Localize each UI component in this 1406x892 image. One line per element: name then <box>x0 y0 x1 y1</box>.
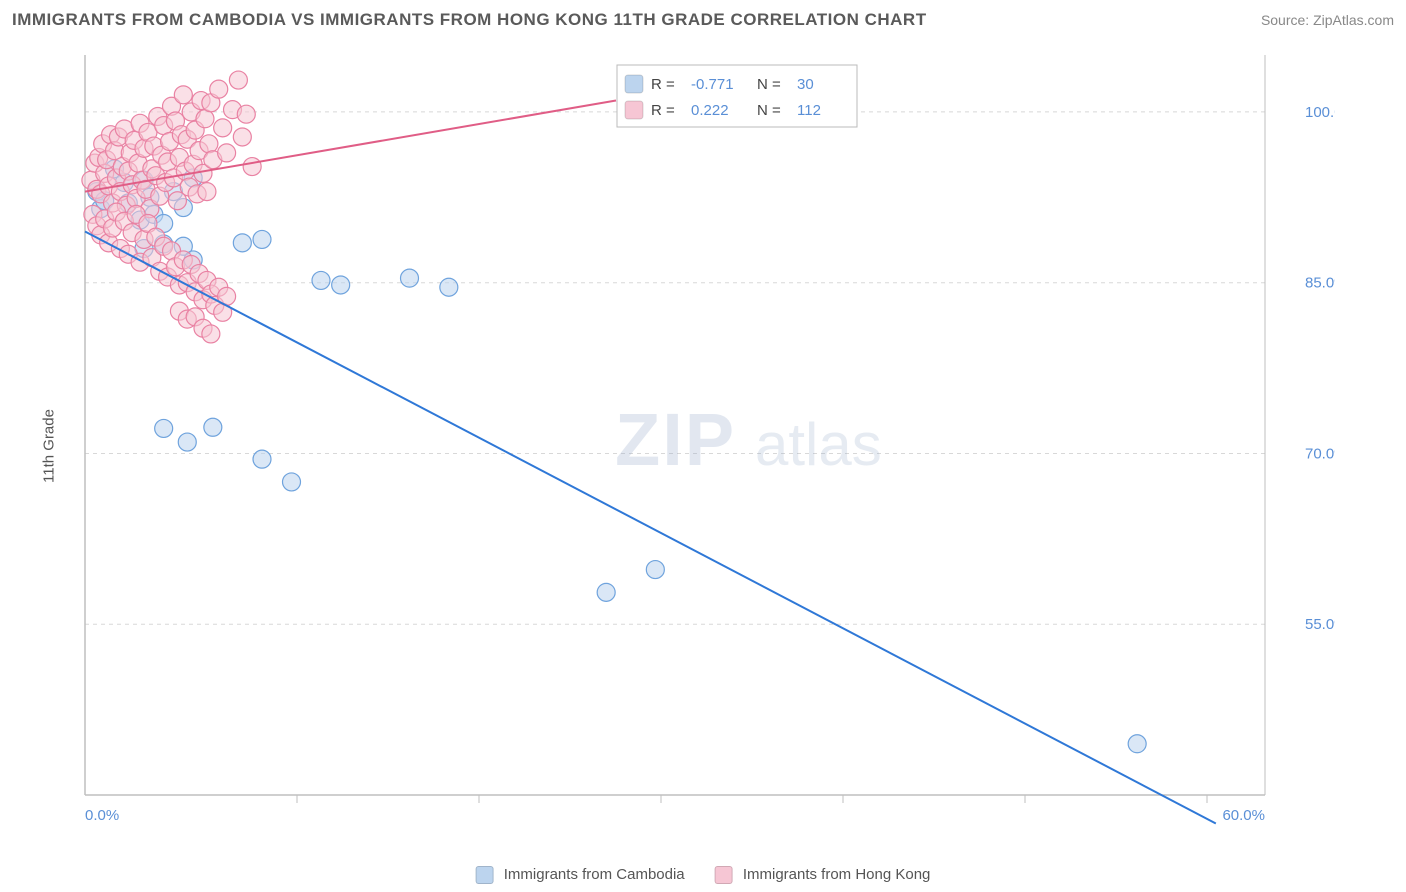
legend-item-cambodia: Immigrants from Cambodia <box>476 866 685 884</box>
svg-text:112: 112 <box>797 102 821 119</box>
svg-text:ZIP: ZIP <box>615 398 736 481</box>
header: IMMIGRANTS FROM CAMBODIA VS IMMIGRANTS F… <box>12 10 1394 30</box>
legend-swatch-hongkong <box>715 866 733 884</box>
y-axis-label: 11th Grade <box>40 409 57 483</box>
legend-item-hongkong: Immigrants from Hong Kong <box>715 866 931 884</box>
svg-text:60.0%: 60.0% <box>1222 807 1265 824</box>
y-tick-label: 100.0% <box>1305 104 1335 121</box>
y-tick-label: 85.0% <box>1305 275 1335 292</box>
svg-text:0.222: 0.222 <box>691 102 729 119</box>
svg-text:30: 30 <box>797 76 814 93</box>
bottom-legend: Immigrants from Cambodia Immigrants from… <box>476 866 931 884</box>
svg-text:N =: N = <box>757 76 781 93</box>
svg-text:-0.771: -0.771 <box>691 76 734 93</box>
y-tick-label: 70.0% <box>1305 445 1335 462</box>
legend-label-hongkong: Immigrants from Hong Kong <box>743 866 931 883</box>
y-tick-label: 55.0% <box>1305 616 1335 633</box>
svg-text:R =: R = <box>651 76 675 93</box>
chart-title: IMMIGRANTS FROM CAMBODIA VS IMMIGRANTS F… <box>12 10 927 30</box>
legend-label-cambodia: Immigrants from Cambodia <box>504 866 685 883</box>
scatter-chart: 55.0% 70.0% 85.0% 100.0% 0.0% 60.0% ZIP atlas R … <box>55 45 1335 825</box>
source-attribution: Source: ZipAtlas.com <box>1261 12 1394 28</box>
svg-text:atlas: atlas <box>755 411 882 478</box>
legend-swatch-cambodia <box>476 866 494 884</box>
svg-text:R =: R = <box>651 102 675 119</box>
svg-text:N =: N = <box>757 102 781 119</box>
chart-area: 55.0% 70.0% 85.0% 100.0% 0.0% 60.0% ZIP atlas R … <box>55 45 1335 825</box>
svg-text:0.0%: 0.0% <box>85 807 119 824</box>
